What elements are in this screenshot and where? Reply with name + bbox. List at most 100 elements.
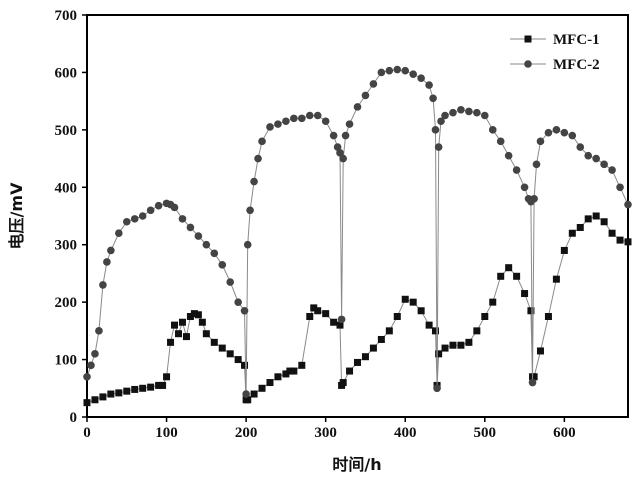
data-point <box>274 373 281 380</box>
data-point <box>481 112 489 120</box>
data-point <box>83 373 91 381</box>
data-point <box>330 132 338 140</box>
y-tick-label: 500 <box>55 123 78 139</box>
data-point <box>569 230 576 237</box>
data-point <box>339 155 347 163</box>
data-point <box>386 67 394 75</box>
data-point <box>616 183 624 191</box>
data-point <box>401 67 409 75</box>
x-tick-label: 600 <box>553 425 576 441</box>
y-tick-label: 100 <box>55 353 78 369</box>
data-point <box>402 296 409 303</box>
series-layer <box>83 66 632 406</box>
data-point <box>199 319 206 326</box>
data-point <box>241 307 249 315</box>
data-point <box>497 273 504 280</box>
data-point <box>235 356 242 363</box>
data-point <box>187 224 195 232</box>
data-point <box>481 313 488 320</box>
data-point <box>513 166 521 174</box>
data-point <box>410 299 417 306</box>
data-point <box>585 215 592 222</box>
y-axis-title: 电压/mV <box>7 182 26 250</box>
data-point <box>457 342 464 349</box>
data-point <box>155 202 163 210</box>
data-point <box>314 307 321 314</box>
data-point <box>219 345 226 352</box>
data-point <box>473 109 481 117</box>
y-tick-label: 300 <box>55 238 78 254</box>
data-point <box>211 339 218 346</box>
data-point <box>394 313 401 320</box>
data-point <box>624 201 632 209</box>
data-point <box>417 74 425 82</box>
data-point <box>435 350 442 357</box>
data-point <box>266 379 273 386</box>
data-point <box>147 206 155 214</box>
data-point <box>227 350 234 357</box>
data-point <box>429 94 437 102</box>
data-point <box>378 69 386 77</box>
data-point <box>159 382 166 389</box>
data-point <box>342 132 350 140</box>
data-point <box>179 215 187 223</box>
data-point <box>322 117 330 125</box>
data-point <box>123 218 131 226</box>
data-point <box>99 393 106 400</box>
data-point <box>183 333 190 340</box>
data-point <box>465 108 473 116</box>
legend-marker <box>525 36 532 43</box>
data-point <box>530 195 538 203</box>
data-point <box>290 115 298 123</box>
data-point <box>584 152 592 160</box>
data-point <box>561 247 568 254</box>
data-point <box>139 212 147 220</box>
data-point <box>433 384 441 392</box>
x-tick-label: 300 <box>314 425 337 441</box>
data-point <box>246 206 254 214</box>
data-point <box>617 237 624 244</box>
data-point <box>489 299 496 306</box>
data-point <box>473 327 480 334</box>
data-point <box>489 126 497 134</box>
data-point <box>505 152 513 160</box>
data-point <box>330 319 337 326</box>
data-point <box>521 183 529 191</box>
legend: MFC-1MFC-2 <box>510 32 600 73</box>
data-point <box>545 313 552 320</box>
data-point <box>346 368 353 375</box>
data-point <box>322 310 329 317</box>
plot-frame <box>87 15 628 417</box>
data-point <box>533 161 541 169</box>
data-point <box>577 224 584 231</box>
data-point <box>569 132 577 140</box>
data-point <box>362 92 370 100</box>
data-point <box>266 123 274 131</box>
x-axis-title: 时间/h <box>332 455 381 474</box>
data-point <box>553 276 560 283</box>
data-point <box>426 322 433 329</box>
data-point <box>393 66 401 74</box>
data-point <box>435 143 443 151</box>
data-point <box>210 250 218 258</box>
data-point <box>370 80 378 88</box>
data-point <box>537 347 544 354</box>
x-tick-label: 500 <box>474 425 497 441</box>
data-point <box>115 229 123 237</box>
data-point <box>241 362 248 369</box>
data-point <box>449 342 456 349</box>
data-point <box>513 273 520 280</box>
data-point <box>171 322 178 329</box>
data-point <box>592 155 600 163</box>
y-tick-label: 600 <box>55 65 78 81</box>
data-point <box>298 362 305 369</box>
data-point <box>338 316 346 324</box>
data-point <box>521 290 528 297</box>
y-tick-label: 400 <box>55 180 78 196</box>
data-point <box>131 386 138 393</box>
data-point <box>87 362 95 370</box>
data-point <box>442 345 449 352</box>
data-point <box>171 204 179 212</box>
series-MFC-1 <box>84 213 632 407</box>
data-point <box>259 385 266 392</box>
